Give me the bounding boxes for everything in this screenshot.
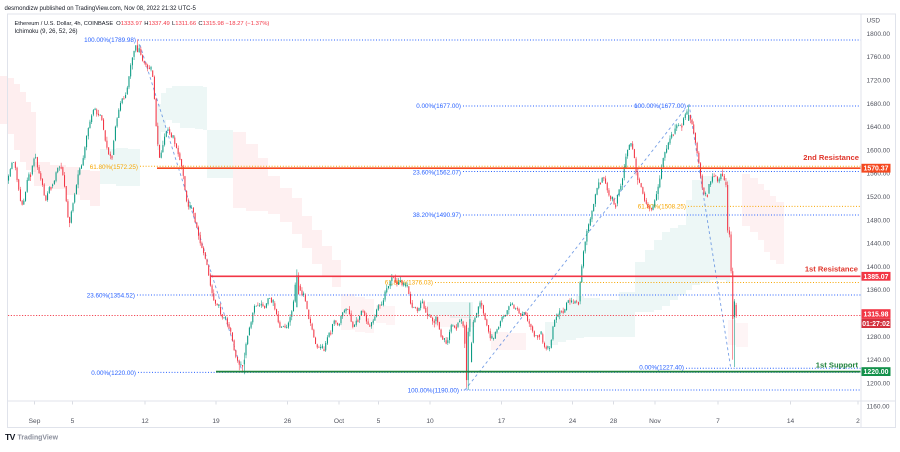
svg-text:Ethereum / U.S. Dollar, 4h, CO: Ethereum / U.S. Dollar, 4h, COINBASE O133… xyxy=(15,21,270,27)
svg-text:10: 10 xyxy=(426,418,434,425)
svg-text:100.00%(1190.00): 100.00%(1190.00) xyxy=(408,387,459,394)
svg-text:38.20%(1490.97): 38.20%(1490.97) xyxy=(413,212,461,219)
svg-text:14: 14 xyxy=(787,418,795,425)
svg-text:1760.00: 1760.00 xyxy=(867,54,891,61)
svg-text:desmondizw published on Tradin: desmondizw published on TradingView.com,… xyxy=(5,6,197,12)
svg-text:1385.07: 1385.07 xyxy=(864,274,889,281)
svg-text:100.00%(1789.98): 100.00%(1789.98) xyxy=(84,37,136,44)
svg-text:1480.00: 1480.00 xyxy=(867,217,891,224)
svg-text:0.00%(1227.40): 0.00%(1227.40) xyxy=(639,364,684,371)
svg-text:100.00%(1677.00): 100.00%(1677.00) xyxy=(634,103,686,110)
svg-text:23.60%(1562.07): 23.60%(1562.07) xyxy=(413,170,461,177)
svg-text:7: 7 xyxy=(716,418,720,425)
svg-text:5: 5 xyxy=(71,418,75,425)
svg-text:1600.00: 1600.00 xyxy=(867,147,891,154)
svg-text:0.00%(1220.00): 0.00%(1220.00) xyxy=(91,370,136,377)
svg-text:Nov: Nov xyxy=(649,418,661,425)
svg-text:61.80%(1508.25): 61.80%(1508.25) xyxy=(638,203,686,210)
svg-text:1360.00: 1360.00 xyxy=(867,287,891,294)
svg-text:1st Resistance: 1st Resistance xyxy=(805,265,858,274)
svg-text:1440.00: 1440.00 xyxy=(867,241,891,248)
svg-text:1st Support: 1st Support xyxy=(816,360,859,369)
svg-text:1220.00: 1220.00 xyxy=(864,369,889,376)
svg-text:17: 17 xyxy=(498,418,506,425)
svg-text:26: 26 xyxy=(284,418,292,425)
svg-text:2nd Resistance: 2nd Resistance xyxy=(803,153,859,162)
svg-text:Ichimoku (9, 26, 52, 26): Ichimoku (9, 26, 52, 26) xyxy=(15,29,78,35)
svg-text:28: 28 xyxy=(610,418,618,425)
svg-text:1640.00: 1640.00 xyxy=(867,124,891,131)
svg-text:1720.00: 1720.00 xyxy=(867,78,891,85)
svg-text:1800.00: 1800.00 xyxy=(867,31,891,38)
svg-text:19: 19 xyxy=(212,418,220,425)
svg-text:1680.00: 1680.00 xyxy=(867,101,891,108)
svg-text:12: 12 xyxy=(141,418,149,425)
svg-text:61.80%(1376.03): 61.80%(1376.03) xyxy=(385,280,433,287)
svg-text:23.60%(1354.52): 23.60%(1354.52) xyxy=(87,292,135,299)
svg-text:2: 2 xyxy=(856,418,860,425)
svg-text:01:27:02: 01:27:02 xyxy=(862,321,890,328)
svg-text:TV: TV xyxy=(5,432,16,442)
svg-text:Oct: Oct xyxy=(334,418,344,425)
svg-text:1520.00: 1520.00 xyxy=(867,194,891,201)
svg-text:1240.00: 1240.00 xyxy=(867,357,891,364)
svg-text:61.80%(1572.25): 61.80%(1572.25) xyxy=(90,164,138,171)
svg-text:5: 5 xyxy=(377,418,381,425)
svg-text:TradingView: TradingView xyxy=(18,434,59,441)
svg-text:1570.37: 1570.37 xyxy=(864,166,889,173)
svg-text:1560.00: 1560.00 xyxy=(867,171,891,178)
svg-text:1315.98: 1315.98 xyxy=(864,312,889,319)
svg-text:USD: USD xyxy=(867,18,881,25)
svg-text:1160.00: 1160.00 xyxy=(867,404,890,411)
svg-text:1200.00: 1200.00 xyxy=(867,380,891,387)
svg-text:24: 24 xyxy=(569,418,577,425)
svg-text:Sep: Sep xyxy=(29,418,41,425)
svg-text:1280.00: 1280.00 xyxy=(867,334,891,341)
svg-text:0.00%(1677.00): 0.00%(1677.00) xyxy=(416,103,461,110)
svg-text:1400.00: 1400.00 xyxy=(867,264,891,271)
